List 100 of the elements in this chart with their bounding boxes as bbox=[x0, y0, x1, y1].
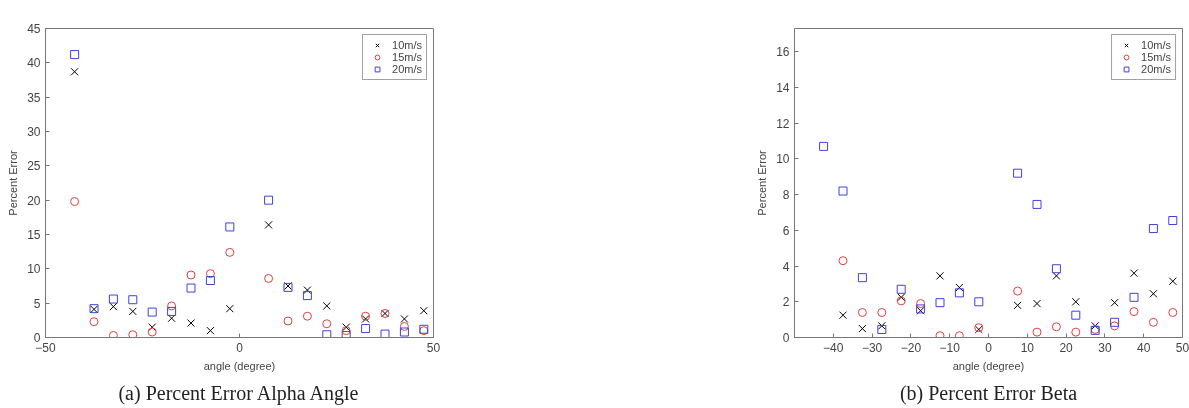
point bbox=[1110, 298, 1119, 307]
point bbox=[1110, 321, 1120, 331]
x-axis-title: angle (degree) bbox=[203, 359, 276, 372]
legend-label: 15m/s bbox=[392, 51, 422, 63]
point bbox=[1032, 327, 1042, 337]
point bbox=[1051, 264, 1061, 274]
point bbox=[186, 270, 196, 280]
y-tick-label: 45 bbox=[27, 22, 41, 36]
point bbox=[206, 326, 215, 335]
legend-label: 20m/s bbox=[392, 63, 422, 75]
point bbox=[400, 314, 409, 323]
y-tick-label: 4 bbox=[782, 259, 790, 274]
y-axis-title: Percent Error bbox=[7, 149, 20, 216]
point bbox=[167, 306, 177, 316]
point bbox=[1013, 168, 1023, 178]
y-tick-label: 0 bbox=[33, 331, 41, 345]
point bbox=[128, 307, 137, 316]
point bbox=[399, 322, 409, 332]
y-tick-label: 14 bbox=[776, 80, 790, 95]
point bbox=[322, 301, 331, 310]
point bbox=[70, 197, 80, 207]
point bbox=[1129, 269, 1139, 278]
point bbox=[857, 273, 867, 283]
legend-label: 20m/s bbox=[1141, 63, 1171, 75]
point bbox=[186, 319, 196, 328]
point bbox=[1032, 199, 1042, 209]
y-tick-label: 20 bbox=[27, 193, 41, 208]
point bbox=[225, 247, 235, 257]
point bbox=[225, 222, 235, 232]
y-tick-label: 6 bbox=[782, 223, 790, 238]
point bbox=[322, 319, 332, 329]
y-tick-label: 25 bbox=[27, 159, 41, 174]
x-axis-title: angle (degree) bbox=[952, 359, 1025, 372]
point bbox=[935, 331, 945, 338]
point bbox=[877, 321, 886, 330]
y-tick-label: 12 bbox=[776, 116, 790, 131]
point bbox=[186, 283, 196, 293]
point bbox=[935, 298, 945, 308]
point bbox=[302, 291, 312, 301]
point bbox=[1051, 322, 1061, 332]
point bbox=[858, 324, 867, 333]
x-tick-label: 30 bbox=[1098, 340, 1112, 355]
point bbox=[819, 141, 829, 151]
point bbox=[302, 311, 312, 321]
point bbox=[167, 301, 177, 311]
point bbox=[147, 307, 157, 317]
point bbox=[1013, 286, 1023, 296]
point bbox=[380, 329, 390, 338]
point bbox=[283, 316, 293, 326]
point bbox=[1071, 310, 1081, 320]
point bbox=[108, 330, 118, 338]
point bbox=[1129, 307, 1139, 317]
point bbox=[148, 323, 157, 332]
y-tick-label: 30 bbox=[27, 125, 41, 139]
point bbox=[108, 294, 118, 304]
y-tick-label: 10 bbox=[27, 262, 41, 277]
legend-label: 10m/s bbox=[392, 39, 422, 51]
legend-label: 15m/s bbox=[1141, 51, 1171, 63]
point bbox=[1129, 292, 1139, 302]
point bbox=[128, 295, 138, 305]
x-tick-label: 10 bbox=[1020, 340, 1035, 355]
point bbox=[322, 330, 332, 338]
text: (a) Percent Error Alpha Angle bbox=[118, 381, 359, 405]
y-axis-title: Percent Error bbox=[756, 149, 769, 216]
x-tick-label: 0 bbox=[236, 340, 244, 355]
point bbox=[128, 330, 138, 338]
point bbox=[167, 314, 176, 323]
point bbox=[896, 284, 906, 294]
y-tick-label: 15 bbox=[27, 228, 41, 242]
point bbox=[935, 271, 945, 280]
point bbox=[89, 317, 99, 327]
point bbox=[70, 67, 79, 76]
point bbox=[1168, 277, 1177, 286]
y-tick-label: 0 bbox=[782, 331, 790, 345]
point bbox=[1052, 271, 1061, 280]
x-tick-label: 0 bbox=[985, 340, 993, 355]
point bbox=[341, 326, 351, 336]
point bbox=[264, 220, 273, 229]
point bbox=[897, 293, 906, 302]
point bbox=[147, 327, 157, 337]
point bbox=[954, 331, 964, 338]
point bbox=[1071, 327, 1081, 337]
x-tick-label: 50 bbox=[426, 340, 441, 355]
legend-label: 10m/s bbox=[1141, 39, 1171, 51]
point bbox=[419, 306, 428, 315]
point bbox=[1013, 301, 1022, 310]
point bbox=[877, 324, 887, 334]
point bbox=[264, 273, 274, 283]
y-tick-label: 10 bbox=[776, 152, 790, 167]
point bbox=[974, 297, 984, 307]
point bbox=[838, 186, 848, 196]
point bbox=[1149, 289, 1158, 298]
point bbox=[205, 269, 215, 279]
x-tick-label: −40 bbox=[823, 340, 844, 355]
point bbox=[70, 50, 80, 60]
x-tick-label: 40 bbox=[1137, 340, 1151, 355]
point bbox=[342, 323, 351, 332]
x-tick-label: 20 bbox=[1059, 340, 1074, 355]
point bbox=[877, 308, 887, 317]
x-tick-label: 50 bbox=[1175, 340, 1189, 355]
